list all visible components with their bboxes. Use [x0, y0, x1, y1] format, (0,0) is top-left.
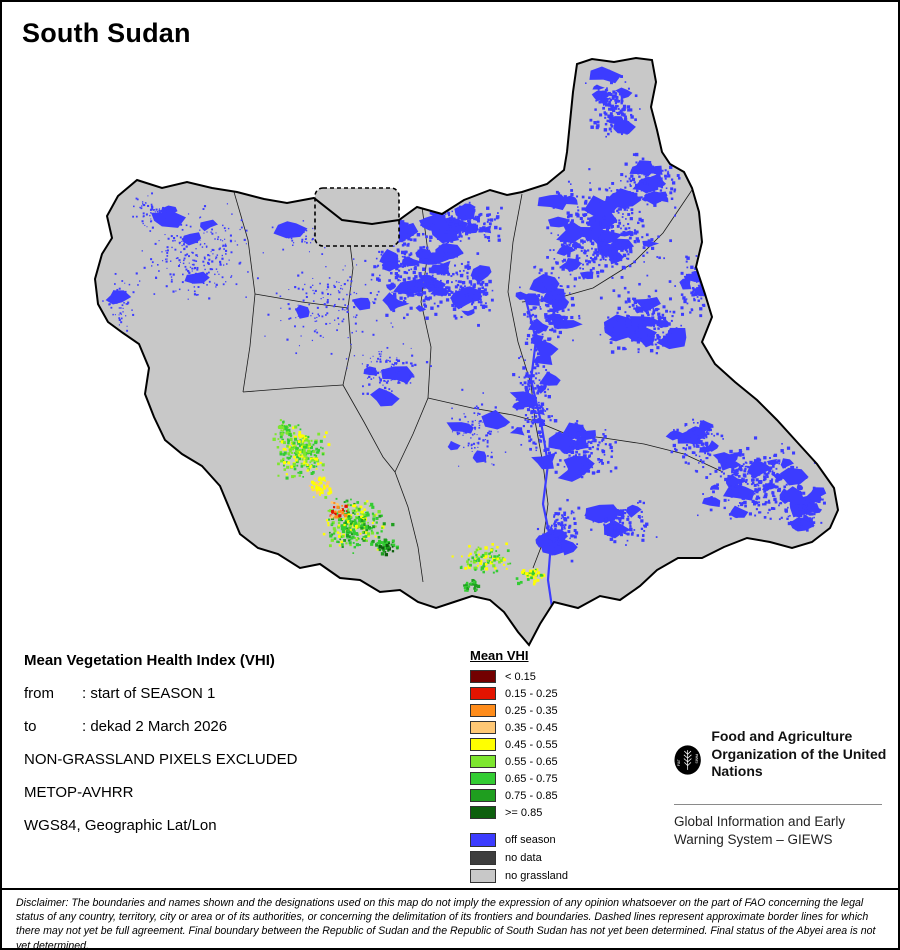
legend-swatch [470, 738, 496, 751]
vhi-raster [272, 419, 546, 593]
info-line: from : start of SEASON 1 [24, 685, 454, 702]
map-layers [102, 66, 827, 615]
legend-row: >= 0.85 [470, 806, 630, 819]
info-line: WGS84, Geographic Lat/Lon [24, 817, 217, 834]
map-info-block: Mean Vegetation Health Index (VHI) from:… [24, 652, 454, 850]
off-season-raster [102, 66, 827, 563]
legend-swatch [470, 869, 496, 883]
legend-row: no data [470, 851, 630, 865]
fao-logo-icon: FIAT PANIS [674, 745, 701, 775]
legend-row: 0.15 - 0.25 [470, 687, 630, 700]
legend-row: 0.75 - 0.85 [470, 789, 630, 802]
legend-swatch [470, 670, 496, 683]
info-line-label: to [24, 718, 37, 735]
legend-label: 0.25 - 0.35 [505, 704, 558, 717]
info-line-value: : start of SEASON 1 [82, 685, 216, 702]
legend-row: off season [470, 833, 630, 847]
legend-row: no grassland [470, 869, 630, 883]
legend-label: 0.55 - 0.65 [505, 755, 558, 768]
legend-label: 0.45 - 0.55 [505, 738, 558, 751]
legend-swatch [470, 833, 496, 847]
info-line: to : dekad 2 March 2026 [24, 718, 454, 735]
legend-swatch [470, 851, 496, 865]
legend-label: no data [505, 852, 542, 864]
info-lines: from : start of SEASON 1 to : dekad 2 March… [24, 685, 454, 834]
info-line-value: : dekad 2 March 2026 [82, 718, 228, 735]
giews-label: Global Information and Early Warning Sys… [674, 804, 882, 848]
legend-label: 0.75 - 0.85 [505, 789, 558, 802]
legend-swatch [470, 789, 496, 802]
legend-row: 0.45 - 0.55 [470, 738, 630, 751]
legend-label: no grassland [505, 870, 568, 882]
legend-label: off season [505, 834, 556, 846]
legend-swatch [470, 687, 496, 700]
vhi-map [93, 56, 840, 647]
legend-label: >= 0.85 [505, 806, 543, 819]
legend-row: 0.65 - 0.75 [470, 772, 630, 785]
info-heading: Mean Vegetation Health Index (VHI) [24, 652, 275, 669]
legend-label: 0.65 - 0.75 [505, 772, 558, 785]
legend-label: 0.35 - 0.45 [505, 721, 558, 734]
fao-motto-left: FIAT [677, 759, 681, 766]
fao-logo-lockup: FIAT PANIS Food and Agriculture Organiza… [674, 728, 888, 792]
page-title: South Sudan [22, 18, 191, 48]
legend-row: 0.55 - 0.65 [470, 755, 630, 768]
fao-block: FIAT PANIS Food and Agriculture Organiza… [674, 728, 888, 848]
legend-row: < 0.15 [470, 670, 630, 683]
wheat-ear-icon [683, 750, 692, 770]
legend-title: Mean VHI [470, 648, 529, 663]
legend-swatch [470, 806, 496, 819]
legend-row: 0.25 - 0.35 [470, 704, 630, 717]
legend-row: 0.35 - 0.45 [470, 721, 630, 734]
legend-label: < 0.15 [505, 670, 536, 683]
fao-motto-right: PANIS [695, 754, 699, 764]
country-outline [93, 56, 840, 647]
legend-swatch [470, 721, 496, 734]
legend: Mean VHI < 0.15 0.15 - 0.25 0.25 - 0.35 0.3… [470, 648, 630, 887]
abyei-dashed-area [314, 187, 400, 247]
legend-vhi-classes: < 0.15 0.15 - 0.25 0.25 - 0.35 0.35 - 0.45 0… [470, 670, 630, 819]
legend-swatch [470, 772, 496, 785]
legend-other-classes: off season no data no grassland [470, 833, 630, 883]
legend-label: 0.15 - 0.25 [505, 687, 558, 700]
fao-org-name: Food and Agriculture Organization of the… [711, 728, 887, 779]
country-shape [95, 58, 838, 645]
disclaimer-text: Disclaimer: The boundaries and names sho… [2, 888, 898, 948]
info-line-label: from [24, 685, 54, 702]
info-line: METOP-AVHRR [24, 784, 134, 801]
info-line: NON-GRASSLAND PIXELS EXCLUDED [24, 751, 298, 768]
legend-swatch [470, 755, 496, 768]
legend-swatch [470, 704, 496, 717]
